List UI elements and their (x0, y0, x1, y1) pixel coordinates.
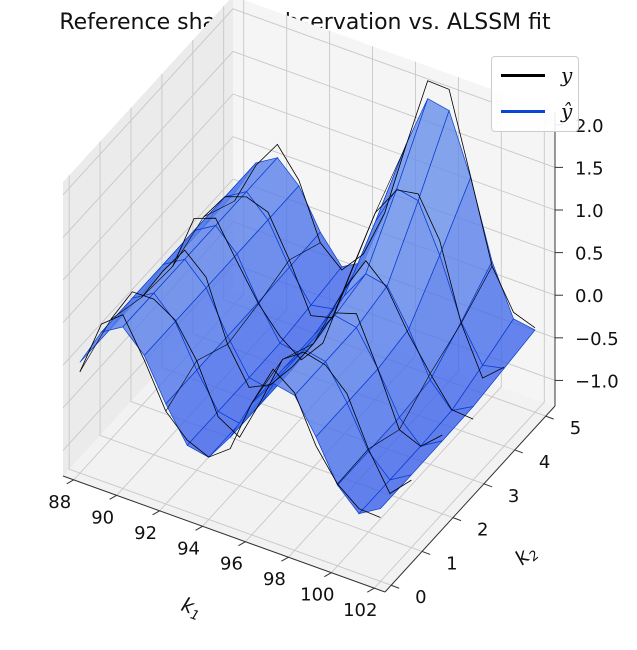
k2-tick-label: 1 (446, 553, 457, 574)
wire-column (251, 144, 407, 404)
legend-item-yhat: ŷ (501, 99, 573, 123)
k1-tick (281, 556, 289, 562)
k1-tick (195, 525, 203, 531)
wire-row (141, 249, 443, 447)
k1-tick (109, 494, 117, 500)
k1-tick-label: 92 (134, 523, 157, 544)
k1-tick-label: 88 (48, 492, 71, 513)
gridline-z (62, 8, 556, 196)
z-tick-label: 2.0 (575, 116, 604, 137)
z-tick-label: 0.0 (575, 286, 604, 307)
left-wall-pane (63, 0, 233, 476)
k1-tick (152, 510, 160, 516)
observation-wireframe (79, 80, 536, 518)
z-tick-label: 1.5 (575, 158, 604, 179)
k2-tick (483, 483, 493, 488)
k1-tick-label: 98 (263, 569, 286, 590)
k2-tick (514, 449, 523, 454)
z-tick-label: −1.0 (575, 371, 619, 392)
wire-row (203, 189, 505, 379)
k1-tick (367, 587, 375, 593)
k1-tick-label: 102 (343, 600, 377, 621)
k2-tick-label: 2 (477, 520, 488, 541)
legend-label-yhat: ŷ (561, 99, 573, 123)
k1-tick (324, 572, 332, 578)
z-tick-label: 1.0 (575, 201, 604, 222)
k1-tick (66, 479, 74, 485)
wire-column (337, 266, 493, 485)
k2-tick-label: 3 (508, 486, 519, 507)
k1-tick (238, 541, 246, 547)
k2-axis-label: k2 (510, 539, 543, 572)
legend-item-y: y (501, 63, 573, 87)
legend-swatch-y (501, 73, 545, 77)
k2-tick (545, 415, 554, 420)
wire-column (165, 242, 321, 412)
k2-tick-label: 0 (415, 587, 426, 608)
legend-swatch-yhat (501, 109, 545, 113)
wire-row (79, 314, 381, 518)
k2-tick (452, 517, 462, 522)
k2-tick-label: 5 (570, 418, 581, 439)
legend-label-y: y (561, 63, 573, 87)
k2-tick-label: 4 (539, 452, 550, 473)
k1-tick-label: 94 (177, 538, 200, 559)
k1-tick-label: 96 (220, 554, 243, 575)
k1-tick-label: 100 (300, 585, 334, 606)
legend: y ŷ (491, 56, 579, 132)
wire-column (79, 200, 235, 372)
wire-row (234, 80, 536, 329)
z-tick-label: 0.5 (575, 244, 604, 265)
k1-tick-label: 90 (91, 507, 114, 528)
z-tick-label: −0.5 (575, 329, 619, 350)
wire-row (172, 217, 474, 420)
k2-axis-line (384, 405, 556, 593)
wire-row (110, 291, 412, 495)
surface-patch (357, 474, 413, 515)
k2-tick (421, 550, 431, 555)
k2-tick (391, 584, 400, 589)
k1-axis-label: k1 (177, 592, 205, 624)
